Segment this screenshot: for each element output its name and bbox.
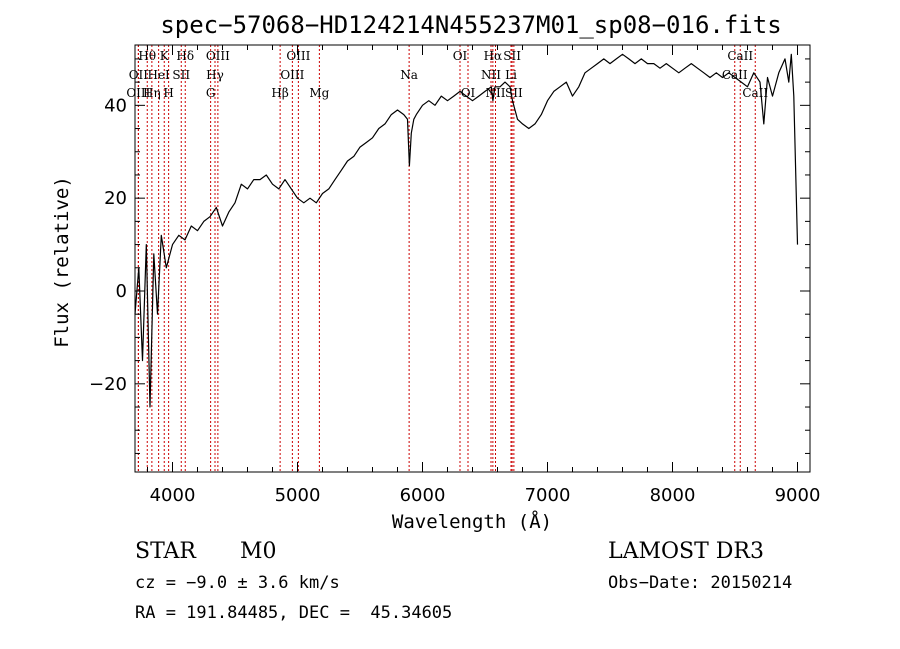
y-tick-label: −20: [89, 374, 127, 395]
marker-label-5: Hη: [143, 86, 161, 100]
marker-label-3: K: [160, 49, 170, 63]
x-tick-label: 7000: [525, 485, 571, 506]
y-tick-label: 0: [116, 281, 127, 302]
marker-label-2: OIII: [126, 86, 150, 100]
marker-label-27: CaII: [742, 86, 768, 100]
spectral-line-labels: Hθ OII OIII K HeI Hη Hδ SII H OIII Hγ G OIII OIII Hβ Mg…: [126, 49, 768, 100]
marker-label-7: SII: [172, 68, 190, 82]
object-subclass: M0: [240, 539, 277, 564]
marker-label-26: CaII: [722, 68, 748, 82]
marker-label-0: Hθ: [138, 49, 156, 63]
marker-label-18: OI: [461, 86, 476, 100]
marker-label-23: Li: [505, 68, 517, 82]
x-tick-label: 8000: [650, 485, 696, 506]
y-tick-label: 20: [104, 188, 127, 209]
marker-label-16: Na: [400, 68, 418, 82]
marker-label-11: G: [206, 86, 216, 100]
x-tick-label: 9000: [775, 485, 821, 506]
y-axis-ticks: −20 0 20 40: [89, 58, 810, 454]
marker-label-1: OII: [129, 68, 149, 82]
y-axis-label: Flux (relative): [51, 176, 73, 348]
marker-label-19: Hα: [484, 49, 503, 63]
marker-label-4: HeI: [147, 68, 170, 82]
marker-label-8: H: [163, 86, 173, 100]
marker-label-17: OI: [453, 49, 468, 63]
marker-label-12: OIII: [286, 49, 310, 63]
obs-date: Obs−Date: 20150214: [608, 573, 793, 593]
x-axis-ticks: 4000 5000 6000 7000 8000 9000: [147, 45, 821, 506]
x-tick-label: 6000: [400, 485, 446, 506]
x-tick-label: 5000: [275, 485, 321, 506]
y-tick-label: 40: [104, 95, 127, 116]
spectrum-series: [134, 53, 799, 408]
object-type: STAR: [135, 539, 196, 564]
marker-label-14: Hβ: [271, 86, 288, 100]
spectral-line-markers: [137, 45, 756, 472]
marker-label-22: SII: [503, 49, 521, 63]
marker-label-24: SII: [505, 86, 523, 100]
plot-frame: [134, 44, 811, 473]
x-axis-label: Wavelength (Å): [392, 510, 552, 533]
marker-label-15: Mg: [309, 86, 329, 100]
marker-label-6: Hδ: [176, 49, 194, 63]
survey-name: LAMOST DR3: [608, 539, 764, 564]
marker-label-10: Hγ: [206, 68, 224, 82]
x-tick-label: 4000: [150, 485, 196, 506]
marker-label-25: CaII: [727, 49, 753, 63]
marker-label-21: NII: [486, 86, 506, 100]
chart-title: spec−57068−HD124214N455237M01_sp08−016.f…: [160, 11, 781, 39]
marker-label-20: NII: [481, 68, 501, 82]
spectrum-line: [134, 53, 799, 408]
marker-label-13: OIII: [280, 68, 304, 82]
marker-label-9: OIII: [206, 49, 230, 63]
redshift-readout: cz = −9.0 ± 3.6 km/s: [135, 573, 340, 593]
coordinates: RA = 191.84485, DEC = 45.34605: [135, 603, 453, 623]
